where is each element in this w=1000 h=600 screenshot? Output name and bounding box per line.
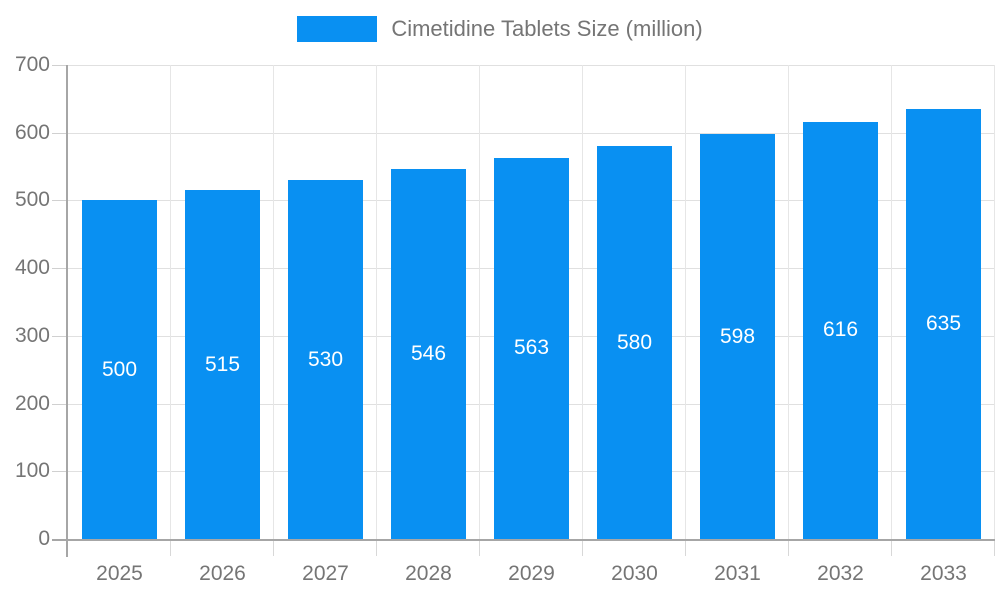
x-axis-tick-label: 2025 <box>96 562 143 585</box>
bar-2029[interactable]: 563 <box>494 157 569 539</box>
y-axis-tick-label: 500 <box>14 188 50 212</box>
y-tick-mark <box>52 65 66 66</box>
v-gridline <box>788 65 789 539</box>
v-gridline <box>890 65 892 539</box>
x-axis-tick-label: 2026 <box>199 562 246 585</box>
v-gridline <box>994 65 995 539</box>
bar-value-label: 546 <box>410 342 447 366</box>
y-axis-tick-label: 600 <box>14 120 50 144</box>
x-tick-mark <box>890 539 892 556</box>
y-axis-line <box>66 65 68 557</box>
v-gridline <box>375 65 377 539</box>
bar-cell: 563 <box>480 65 583 539</box>
x-tick-mark <box>684 539 686 556</box>
v-gridline <box>478 65 480 539</box>
x-axis-tick-label: 2027 <box>302 562 349 585</box>
bar-value-label: 515 <box>204 352 241 376</box>
y-tick-mark <box>52 200 66 202</box>
x-axis-tick-label: 2033 <box>920 562 967 585</box>
bar-cell: 635 <box>892 65 995 539</box>
legend-swatch <box>297 16 378 42</box>
bar-value-label: 616 <box>822 318 859 342</box>
h-gridline <box>68 132 995 134</box>
bar-2027[interactable]: 530 <box>288 180 363 539</box>
h-gridline <box>68 65 995 66</box>
bar-2032[interactable]: 616 <box>803 121 878 539</box>
y-tick-mark <box>52 335 66 337</box>
bar-cell: 500 <box>68 65 171 539</box>
bar-cell: 580 <box>583 65 686 539</box>
y-axis-tick-label: 700 <box>14 53 50 76</box>
bar-2030[interactable]: 580 <box>597 146 672 539</box>
bar-value-label: 635 <box>925 312 962 335</box>
legend-item[interactable]: Cimetidine Tablets Size (million) <box>297 16 703 42</box>
y-tick-mark <box>52 403 66 405</box>
bar-value-label: 530 <box>307 347 344 371</box>
x-tick-mark <box>582 539 583 556</box>
y-tick-mark <box>52 471 66 473</box>
y-tick-mark <box>52 268 66 270</box>
x-tick-mark <box>478 539 480 556</box>
x-tick-mark <box>994 539 995 556</box>
x-axis-tick-label: 2031 <box>714 562 761 585</box>
x-axis-line <box>52 539 995 541</box>
x-tick-mark <box>272 539 274 556</box>
x-axis-tick-label: 2028 <box>405 562 452 585</box>
v-gridline <box>272 65 274 539</box>
v-gridline <box>684 65 686 539</box>
bar-2025[interactable]: 500 <box>82 200 157 539</box>
bar-cell: 515 <box>171 65 274 539</box>
bar-cell: 616 <box>789 65 892 539</box>
bar-cell: 530 <box>274 65 377 539</box>
bar-value-label: 563 <box>513 336 550 360</box>
x-axis-tick-label: 2032 <box>817 562 864 585</box>
bar-cell: 546 <box>377 65 480 539</box>
bar-value-label: 500 <box>101 357 138 381</box>
bar-cell: 598 <box>686 65 789 539</box>
y-tick-mark <box>52 132 66 134</box>
bar-value-label: 598 <box>719 324 756 348</box>
bars-layer: 500 515 530 546 563 580 598 616 635 <box>68 65 995 539</box>
bar-value-label: 580 <box>616 330 653 354</box>
plot-area: 500 515 530 546 563 580 598 616 635 0 100 200 300 40… <box>15 53 995 585</box>
y-axis-tick-label: 200 <box>14 391 50 415</box>
y-axis-tick-label: 400 <box>14 256 50 280</box>
legend-label: Cimetidine Tablets Size (million) <box>391 16 703 41</box>
v-gridline <box>169 65 171 539</box>
y-axis-tick-label: 0 <box>38 527 50 550</box>
x-axis-tick-label: 2029 <box>508 562 555 585</box>
y-axis-tick-label: 100 <box>14 459 50 483</box>
bar-2031[interactable]: 598 <box>700 134 775 539</box>
bar-2033[interactable]: 635 <box>906 109 981 539</box>
legend: Cimetidine Tablets Size (million) <box>0 16 1000 42</box>
x-tick-mark <box>375 539 377 556</box>
y-axis-tick-label: 300 <box>14 323 50 347</box>
v-gridline <box>582 65 583 539</box>
bar-2028[interactable]: 546 <box>391 169 466 539</box>
x-axis-tick-label: 2030 <box>611 562 658 585</box>
x-tick-mark <box>169 539 171 556</box>
x-tick-mark <box>788 539 789 556</box>
bar-2026[interactable]: 515 <box>185 190 260 539</box>
